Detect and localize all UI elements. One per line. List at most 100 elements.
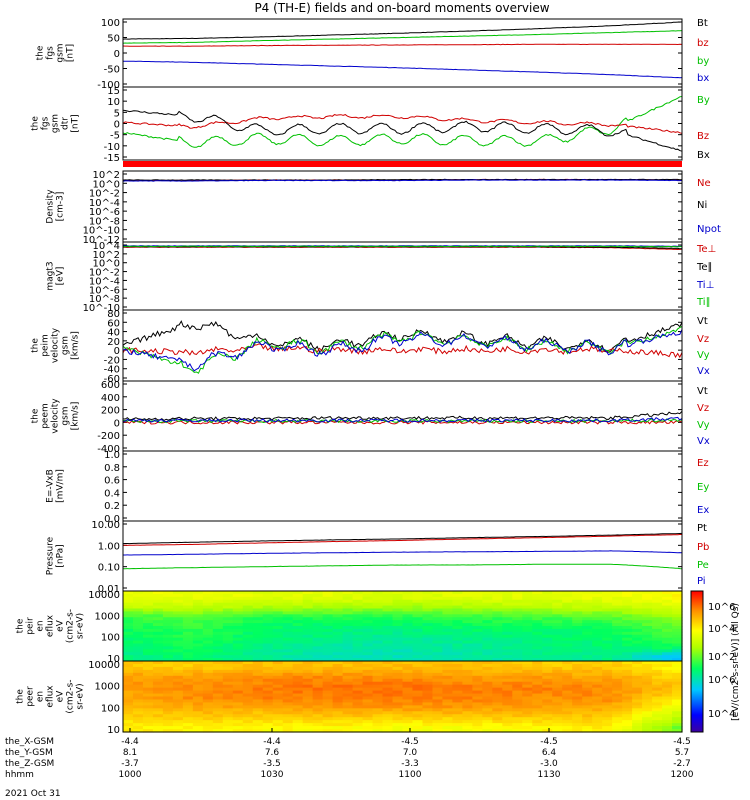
heatmap-cell bbox=[392, 669, 404, 674]
heatmap-cell bbox=[202, 605, 214, 610]
heatmap-cell bbox=[422, 599, 434, 604]
footer-value: 1030 bbox=[261, 770, 284, 780]
heatmap-cell bbox=[562, 687, 573, 692]
heatmap-cell bbox=[352, 699, 364, 704]
heatmap-cell bbox=[292, 658, 304, 662]
heatmap-cell bbox=[522, 693, 533, 698]
heatmap-cell bbox=[442, 663, 454, 668]
heatmap-cell bbox=[302, 634, 314, 639]
heatmap-cell bbox=[162, 596, 174, 601]
heatmap-cell bbox=[482, 708, 493, 712]
heatmap-cell bbox=[192, 672, 204, 677]
heatmap-cell bbox=[672, 661, 683, 665]
heatmap-cell bbox=[512, 693, 523, 698]
heatmap-cell bbox=[182, 675, 194, 680]
heatmap-cell bbox=[212, 711, 224, 715]
heatmap-cell bbox=[552, 720, 563, 724]
heatmap-cell bbox=[202, 617, 214, 621]
heatmap-cell bbox=[662, 634, 673, 639]
heatmap-cell bbox=[252, 623, 264, 627]
heatmap-cell bbox=[472, 637, 483, 642]
heatmap-cell bbox=[502, 593, 513, 598]
heatmap-cell bbox=[592, 669, 603, 674]
heatmap-cell bbox=[612, 711, 623, 715]
heatmap-cell bbox=[482, 658, 493, 662]
heatmap-cell bbox=[382, 649, 394, 653]
heatmap-cell bbox=[562, 623, 573, 627]
heatmap-cell bbox=[352, 605, 364, 610]
heatmap-cell bbox=[622, 661, 633, 665]
heatmap-cell bbox=[602, 596, 613, 601]
heatmap-cell bbox=[522, 661, 533, 665]
heatmap-cell bbox=[232, 663, 244, 668]
heatmap-cell bbox=[282, 661, 294, 665]
heatmap-cell bbox=[432, 711, 444, 715]
heatmap-cell bbox=[212, 723, 224, 727]
heatmap-cell bbox=[142, 614, 154, 618]
heatmap-cell bbox=[202, 643, 214, 648]
heatmap-cell bbox=[432, 658, 444, 662]
heatmap-cell bbox=[372, 672, 384, 677]
flag-bar bbox=[123, 161, 682, 167]
heatmap-cell bbox=[332, 684, 344, 689]
heatmap-cell bbox=[622, 614, 633, 618]
heatmap-cell bbox=[162, 663, 174, 668]
heatmap-cell bbox=[152, 634, 164, 639]
heatmap-cell bbox=[242, 666, 254, 671]
heatmap-cell bbox=[142, 634, 154, 639]
heatmap-cell bbox=[362, 684, 374, 689]
heatmap-cell bbox=[292, 655, 304, 659]
heatmap-cell bbox=[132, 596, 144, 601]
heatmap-cell bbox=[232, 672, 244, 677]
heatmap-cell bbox=[252, 655, 264, 659]
heatmap-cell bbox=[442, 643, 454, 648]
heatmap-cell bbox=[632, 649, 643, 653]
ylabel-line: (cm2-s- bbox=[66, 679, 76, 713]
heatmap-cell bbox=[482, 614, 493, 618]
heatmap-cell bbox=[572, 672, 583, 677]
heatmap-cell bbox=[402, 666, 414, 671]
heatmap-cell bbox=[192, 684, 204, 689]
heatmap-cell bbox=[282, 672, 294, 677]
heatmap-cell bbox=[472, 702, 483, 706]
heatmap-cell bbox=[472, 591, 483, 595]
heatmap-cell bbox=[372, 614, 384, 618]
panel-peem_velocity: the peem velocity gsm [km/s]6004002000-200-4… bbox=[31, 380, 710, 455]
heatmap-cell bbox=[152, 602, 164, 607]
heatmap-cell bbox=[602, 663, 613, 668]
footer-value: 1000 bbox=[119, 770, 142, 780]
heatmap-cell bbox=[242, 672, 254, 677]
heatmap-cell bbox=[262, 661, 274, 665]
heatmap-cell bbox=[322, 723, 334, 727]
heatmap-cell bbox=[123, 729, 134, 733]
heatmap-cell bbox=[272, 611, 284, 615]
heatmap-cell bbox=[132, 729, 144, 733]
heatmap-cell bbox=[182, 678, 194, 683]
heatmap-cell bbox=[532, 623, 543, 627]
ytick-label: 40 bbox=[107, 328, 120, 339]
heatmap-cell bbox=[502, 681, 513, 686]
heatmap-cell bbox=[142, 687, 154, 692]
heatmap-cell bbox=[612, 640, 623, 645]
heatmap-cell bbox=[552, 634, 563, 639]
ytick-label: 0.6 bbox=[104, 476, 120, 487]
heatmap-cell bbox=[162, 666, 174, 671]
heatmap-cell bbox=[202, 678, 214, 683]
heatmap-cell bbox=[342, 631, 354, 636]
heatmap-cell bbox=[662, 614, 673, 618]
legend-Vx: Vx bbox=[697, 366, 710, 377]
heatmap-cell bbox=[552, 696, 563, 701]
heatmap-cell bbox=[432, 699, 444, 704]
heatmap-cell bbox=[652, 626, 663, 630]
heatmap-cell bbox=[672, 658, 683, 662]
heatmap-cell bbox=[552, 637, 563, 642]
heatmap-cell bbox=[262, 608, 274, 613]
series-line-Npot bbox=[122, 179, 683, 182]
heatmap-cell bbox=[312, 726, 324, 730]
heatmap-cell bbox=[132, 663, 144, 668]
heatmap-cell bbox=[552, 705, 563, 709]
heatmap-cell bbox=[542, 708, 553, 712]
heatmap-cell bbox=[302, 699, 314, 704]
heatmap-cell bbox=[642, 626, 653, 630]
heatmap-cell bbox=[572, 623, 583, 627]
